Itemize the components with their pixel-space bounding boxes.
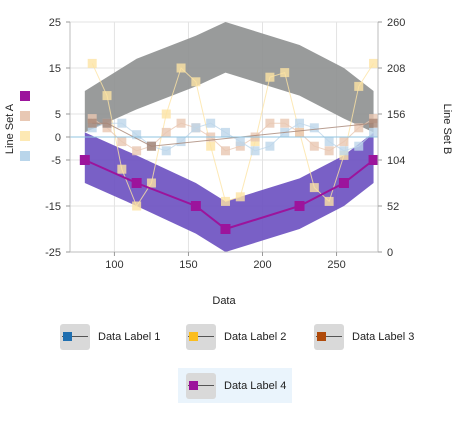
faded-marker <box>325 146 334 155</box>
faded-marker <box>236 137 245 146</box>
legend-label-1: Data Label 1 <box>98 331 160 343</box>
y-right-tick-label: 52 <box>387 201 399 213</box>
faded-marker <box>191 123 200 132</box>
y-right-tick-label: 104 <box>387 155 405 167</box>
left-legend-square-4 <box>20 151 30 161</box>
faded-marker <box>265 73 274 82</box>
legend-swatch <box>186 373 216 399</box>
faded-marker <box>177 119 186 128</box>
faded-marker <box>310 183 319 192</box>
left-axis-label: Line Set A <box>4 103 16 154</box>
y-left-tick-label: 0 <box>55 132 61 144</box>
y-right-tick-label: 260 <box>387 17 405 29</box>
y-left-tick-label: -5 <box>51 155 61 167</box>
legend-label-4: Data Label 4 <box>224 380 286 392</box>
right-axis-label: Line Set B <box>441 104 453 155</box>
faded-marker <box>354 82 363 91</box>
faded-marker <box>132 130 141 139</box>
series-marker <box>339 178 349 188</box>
faded-marker <box>147 142 156 151</box>
faded-marker <box>280 119 289 128</box>
series-marker <box>369 155 379 165</box>
series-marker <box>80 155 90 165</box>
legend-label-2: Data Label 2 <box>224 331 286 343</box>
x-tick-label: 100 <box>105 259 123 271</box>
faded-marker <box>117 137 126 146</box>
faded-marker <box>221 197 230 206</box>
y-left-tick-label: 25 <box>49 17 61 29</box>
faded-marker <box>88 119 97 128</box>
legend-item-1[interactable]: Data Label 1 <box>60 324 160 350</box>
faded-marker <box>369 119 378 128</box>
faded-marker <box>162 146 171 155</box>
legend-marker-4 <box>189 381 198 390</box>
legend-item-3[interactable]: Data Label 3 <box>314 324 414 350</box>
legend-marker-2 <box>189 332 198 341</box>
faded-marker <box>206 142 215 151</box>
faded-marker <box>221 128 230 137</box>
faded-marker <box>191 77 200 86</box>
faded-marker <box>325 197 334 206</box>
faded-marker <box>339 146 348 155</box>
faded-marker <box>103 119 112 128</box>
legend-item-4[interactable]: Data Label 4 <box>186 373 286 399</box>
legend-swatch <box>314 324 344 350</box>
y-right-tick-label: 156 <box>387 109 405 121</box>
faded-marker <box>265 142 274 151</box>
faded-marker <box>162 128 171 137</box>
left-legend-square-3 <box>20 131 30 141</box>
faded-marker <box>117 165 126 174</box>
x-axis-label: Data <box>212 295 236 307</box>
y-left-tick-label: 15 <box>49 63 61 75</box>
faded-marker <box>103 91 112 100</box>
x-tick-label: 250 <box>327 259 345 271</box>
left-legend-squares <box>20 91 30 161</box>
series-marker <box>132 178 142 188</box>
faded-marker <box>325 137 334 146</box>
x-tick-label: 200 <box>253 259 271 271</box>
faded-marker <box>265 119 274 128</box>
faded-marker <box>117 119 126 128</box>
faded-marker <box>280 68 289 77</box>
faded-marker <box>369 128 378 137</box>
y-left-tick-label: 5 <box>55 109 61 121</box>
faded-marker <box>132 202 141 211</box>
y-right-tick-label: 0 <box>387 247 393 259</box>
left-legend-square-1 <box>20 91 30 101</box>
faded-marker <box>147 179 156 188</box>
faded-marker <box>354 142 363 151</box>
y-left-tick-label: -15 <box>45 201 61 213</box>
legend-marker-3 <box>317 332 326 341</box>
legend-swatch <box>60 324 90 350</box>
faded-marker <box>369 59 378 68</box>
series-marker <box>191 201 201 211</box>
faded-marker <box>162 110 171 119</box>
y-left-tick-label: -25 <box>45 247 61 259</box>
legend-marker-1 <box>63 332 72 341</box>
series-marker <box>295 201 305 211</box>
faded-marker <box>251 146 260 155</box>
legend-label-3: Data Label 3 <box>352 331 414 343</box>
faded-marker <box>295 128 304 137</box>
faded-marker <box>339 137 348 146</box>
faded-marker <box>310 123 319 132</box>
faded-marker <box>295 119 304 128</box>
faded-marker <box>236 192 245 201</box>
series-marker <box>220 224 230 234</box>
left-legend-square-2 <box>20 111 30 121</box>
faded-marker <box>177 64 186 73</box>
legend-swatch <box>186 324 216 350</box>
y-right-tick-label: 208 <box>387 63 405 75</box>
faded-marker <box>310 142 319 151</box>
x-tick-label: 150 <box>179 259 197 271</box>
range-band-1 <box>85 22 374 132</box>
legend-item-2[interactable]: Data Label 2 <box>186 324 286 350</box>
faded-marker <box>132 146 141 155</box>
faded-marker <box>88 59 97 68</box>
faded-marker <box>221 146 230 155</box>
faded-marker <box>206 119 215 128</box>
faded-marker <box>177 137 186 146</box>
